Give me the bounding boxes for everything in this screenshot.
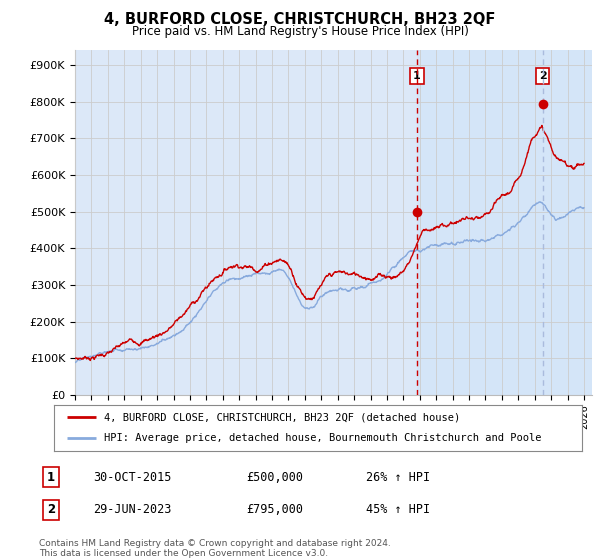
Bar	[543, 50, 592, 395]
Text: 4, BURFORD CLOSE, CHRISTCHURCH, BH23 2QF: 4, BURFORD CLOSE, CHRISTCHURCH, BH23 2QF	[104, 12, 496, 27]
Text: 2: 2	[539, 71, 547, 81]
Text: 26% ↑ HPI: 26% ↑ HPI	[366, 470, 430, 484]
Text: 45% ↑ HPI: 45% ↑ HPI	[366, 503, 430, 516]
Text: £795,000: £795,000	[246, 503, 303, 516]
Text: Contains HM Land Registry data © Crown copyright and database right 2024.
This d: Contains HM Land Registry data © Crown c…	[39, 539, 391, 558]
Text: 4, BURFORD CLOSE, CHRISTCHURCH, BH23 2QF (detached house): 4, BURFORD CLOSE, CHRISTCHURCH, BH23 2QF…	[104, 413, 460, 423]
Bar	[417, 50, 543, 395]
Text: 29-JUN-2023: 29-JUN-2023	[93, 503, 172, 516]
Text: 1: 1	[413, 71, 421, 81]
Text: 1: 1	[47, 470, 55, 484]
Text: HPI: Average price, detached house, Bournemouth Christchurch and Poole: HPI: Average price, detached house, Bour…	[104, 433, 542, 444]
Text: 2: 2	[47, 503, 55, 516]
Text: 30-OCT-2015: 30-OCT-2015	[93, 470, 172, 484]
Text: £500,000: £500,000	[246, 470, 303, 484]
Text: Price paid vs. HM Land Registry's House Price Index (HPI): Price paid vs. HM Land Registry's House …	[131, 25, 469, 38]
